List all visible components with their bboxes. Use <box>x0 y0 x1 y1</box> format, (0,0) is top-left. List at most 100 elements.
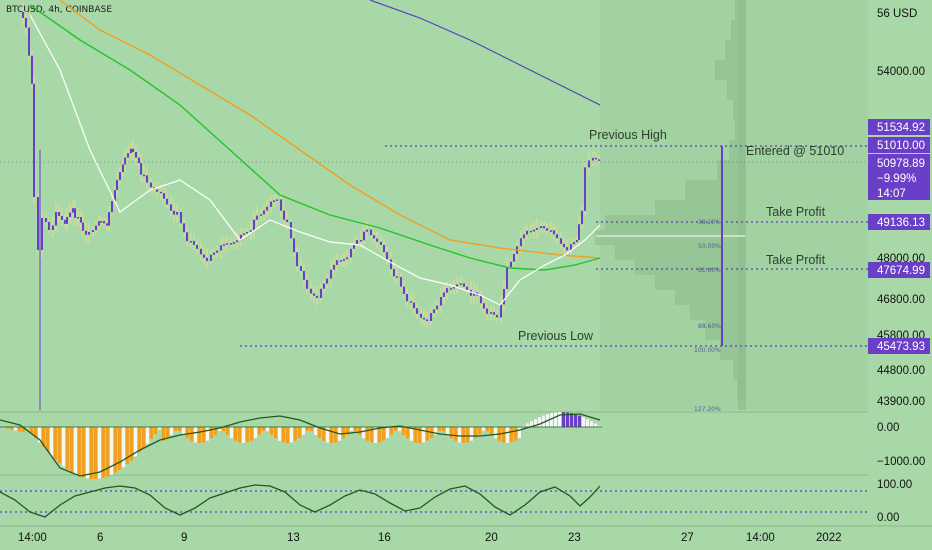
candle-body <box>200 248 202 255</box>
candle-body <box>436 305 438 310</box>
time-axis-label: 14:00 <box>18 532 47 544</box>
macd-bar <box>434 427 437 435</box>
time-axis-label: 6 <box>97 532 103 544</box>
macd-bar <box>94 427 97 479</box>
candle-body <box>103 221 105 224</box>
macd-bar <box>542 415 545 427</box>
macd-bar <box>98 427 101 479</box>
price-axis-label: 44800.00 <box>877 365 925 377</box>
price-axis-label: 46800.00 <box>877 294 925 306</box>
candle-body <box>386 252 388 260</box>
candle-body <box>82 222 84 231</box>
macd-bar <box>210 427 213 439</box>
candle-body <box>108 212 110 226</box>
candle-body <box>373 235 375 239</box>
candle-body <box>506 267 508 289</box>
macd-bar <box>90 427 93 479</box>
take-profit-1-badge: 49136.13 <box>868 214 930 230</box>
macd-bar <box>410 427 413 441</box>
macd-bar <box>562 412 565 427</box>
candle-body <box>206 257 208 261</box>
candle-body <box>426 319 428 321</box>
candle-body <box>533 229 535 232</box>
candle-body <box>584 167 586 211</box>
macd-bar <box>42 427 45 448</box>
macd-bar <box>594 423 597 427</box>
macd-bar <box>314 427 317 435</box>
candle-body <box>440 297 442 306</box>
take-profit-1-annotation: Take Profit <box>766 205 826 219</box>
macd-bar <box>598 425 601 427</box>
macd-bar <box>70 427 73 473</box>
candle-body <box>28 27 30 56</box>
macd-bar <box>126 427 129 464</box>
candle-body <box>33 83 35 197</box>
candle-body <box>233 242 235 244</box>
candle-body <box>396 276 398 278</box>
macd-bar <box>282 427 285 443</box>
macd-bar <box>310 427 313 432</box>
candle-body <box>406 293 408 302</box>
candle-body <box>503 289 505 305</box>
candle-body <box>366 229 368 232</box>
macd-bar <box>102 427 105 478</box>
macd-bar <box>194 427 197 443</box>
candle-body <box>74 208 76 218</box>
candle-body <box>170 204 172 211</box>
candle-body <box>553 230 555 235</box>
macd-bar <box>454 427 457 441</box>
candle-body <box>340 260 342 262</box>
candle-body <box>536 228 538 230</box>
candle-body <box>576 240 578 243</box>
macd-bar <box>370 427 373 443</box>
macd-bar <box>158 427 161 430</box>
macd-bar <box>134 427 137 457</box>
candle-body <box>493 312 495 315</box>
macd-bar <box>526 423 529 427</box>
candle-body <box>166 198 168 205</box>
macd-bar <box>50 427 53 456</box>
macd-bar <box>382 427 385 441</box>
candle-body <box>433 309 435 314</box>
candle-body <box>256 215 258 220</box>
candle-body <box>566 247 568 251</box>
candle-body <box>176 212 178 215</box>
candle-body <box>230 243 232 245</box>
candle-body <box>306 279 308 289</box>
fib-label-886: 88.60% <box>698 323 721 330</box>
macd-bar <box>406 427 409 439</box>
candle-body <box>450 288 452 290</box>
macd-bar <box>490 427 493 435</box>
candle-body <box>423 317 425 320</box>
candle-body <box>150 182 152 188</box>
candle-body <box>246 232 248 234</box>
candle-body <box>135 152 137 158</box>
macd-bar <box>326 427 329 443</box>
candle-body <box>240 234 242 241</box>
macd-bar <box>214 427 217 435</box>
macd-bar <box>146 427 149 444</box>
candle-body <box>143 174 145 177</box>
macd-bar <box>178 427 181 432</box>
candle-body <box>540 226 542 228</box>
symbol-label: BTCUSD, 4h, COINBASE <box>6 5 113 15</box>
price-axis-top-label: 56 USD <box>877 8 917 20</box>
macd-bar <box>34 427 37 438</box>
candle-body <box>543 226 545 229</box>
macd-bar <box>470 427 473 441</box>
macd-bar <box>342 427 345 439</box>
candle-body <box>41 218 43 250</box>
candle-body <box>160 191 162 194</box>
take-profit-2-price: 47674.99 <box>877 265 925 277</box>
candle-body <box>183 223 185 233</box>
candle-body <box>260 214 262 216</box>
osc-axis-label: 100.00 <box>877 479 912 491</box>
time-axis-label: 2022 <box>816 532 842 544</box>
candle-body <box>95 225 97 230</box>
macd-bar <box>290 427 293 443</box>
volume-profile <box>595 0 868 410</box>
candle-body <box>326 278 328 284</box>
macd-bar <box>138 427 141 453</box>
